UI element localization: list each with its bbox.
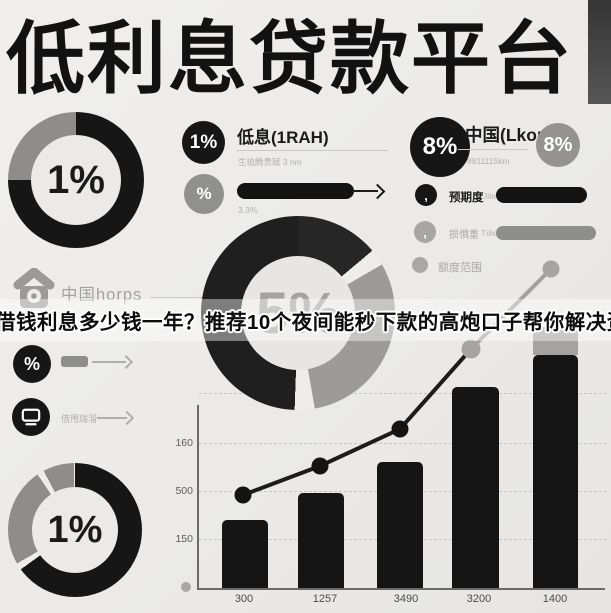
chart-bar [298, 493, 344, 588]
divider [458, 149, 528, 150]
donut-chart-center: 5% [201, 216, 395, 410]
trend-line [234, 260, 560, 504]
brand-label: 中国horps [61, 286, 143, 304]
row2-mark-icon: , [414, 221, 436, 243]
row2-sub: Tdied [481, 228, 503, 238]
arrow-right-icon [118, 354, 134, 370]
chart-bar [452, 387, 499, 588]
chart-vaxis [197, 405, 199, 588]
row3-label: 额度范围 [438, 262, 482, 274]
chart-xlab: 1400 [542, 593, 568, 605]
trend-point [461, 339, 481, 359]
chart-odot [181, 582, 191, 592]
donut-label: 1% [32, 487, 118, 573]
headline-strip [0, 299, 611, 341]
low-interest-badge: 1% [182, 121, 225, 164]
row1-progress-pill [496, 187, 587, 203]
chart-xlab: 3200 [466, 593, 492, 605]
chart-ylab: 160 [175, 437, 193, 449]
chart-grid [199, 443, 607, 444]
low-interest-title: 低息(1RAH) [237, 128, 329, 147]
small-bar [61, 356, 88, 367]
monitor-circle [12, 398, 50, 436]
row2-label: 损惧重 [449, 230, 479, 241]
trend-point [542, 260, 560, 278]
divider [150, 297, 205, 298]
percent-circle: % [13, 345, 51, 383]
row3-dot-icon [412, 257, 428, 273]
loan-bar-line-chart: 160 500 150 300 1257 3490 3200 1400 [175, 240, 611, 613]
china-title: 中国(Lkoμ) [465, 125, 554, 145]
chart-bar [377, 462, 423, 588]
row1-mark-icon: , [415, 184, 437, 206]
row2-progress-pill [496, 226, 596, 240]
progress-pill [237, 183, 354, 199]
arrow-line [92, 361, 126, 363]
chart-xlab: 3490 [393, 593, 419, 605]
home-icon [13, 268, 55, 308]
chart-ylab: 150 [175, 533, 193, 545]
chart-xlab: 1257 [312, 593, 338, 605]
row1-sub: Jiten [483, 191, 501, 201]
donut-chart-top-left: 1% [8, 112, 144, 248]
trend-point [391, 420, 409, 438]
chart-bar [222, 520, 268, 588]
chart-bar [533, 355, 578, 588]
arrow-right-icon [119, 410, 135, 426]
divider [236, 150, 388, 151]
page-title: 低利息贷款平台 [6, 14, 573, 103]
china-badge-left: 8% [410, 117, 470, 177]
trend-point [234, 486, 252, 504]
percent-badge: % [184, 174, 224, 214]
top-right-edge-decoration [588, 0, 611, 104]
low-interest-subtitle: 生琉腾贵赋 3 nm [238, 157, 302, 167]
arrow-line [352, 190, 378, 192]
china-subtitle: 8811115km [467, 156, 510, 166]
headline-text: 借钱利息多少钱一年？推荐10个夜间能秒下款的高炮口子帮你解决资金 [0, 311, 611, 334]
chart-cap [533, 327, 578, 355]
arrow-line [97, 417, 127, 419]
donut-label: 1% [31, 135, 121, 225]
trend-point [311, 457, 329, 475]
arrow-right-icon [369, 183, 386, 200]
low-interest-footnote: 3.3% [238, 205, 258, 215]
donut-label: 5% [241, 256, 355, 370]
chart-haxis [197, 588, 605, 590]
china-badge-right: 8% [536, 123, 580, 167]
chart-xlab: 300 [234, 593, 254, 605]
donut-chart-bottom-left: 1% [8, 463, 142, 597]
monitor-icon [21, 408, 41, 426]
chart-grid [199, 393, 607, 394]
row1-label: 预期度 [449, 192, 484, 204]
chart-ylab: 500 [175, 485, 193, 497]
monitor-row-label: 借甩瑞溜 [61, 414, 98, 424]
